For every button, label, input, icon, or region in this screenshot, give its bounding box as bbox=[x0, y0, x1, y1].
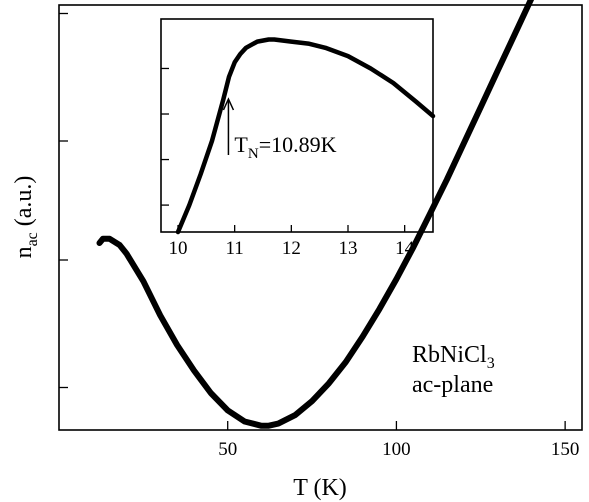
neel-temperature-prefix: T bbox=[234, 132, 248, 157]
transition-arrow-head bbox=[222, 97, 235, 111]
main-tick-labels: 50 100 150 bbox=[218, 439, 579, 460]
main-series-line bbox=[96, 0, 535, 429]
inset-background bbox=[160, 18, 434, 233]
transition-arrow bbox=[222, 97, 235, 155]
inset-x-tick-label: 11 bbox=[226, 238, 244, 259]
neel-temperature-value: =10.89K bbox=[259, 132, 337, 157]
inset-series-line bbox=[175, 37, 436, 235]
inset-axis-ticks bbox=[161, 67, 406, 232]
y-axis-label-main: n bbox=[11, 246, 37, 258]
main-x-tick-label: 50 bbox=[218, 439, 237, 460]
inset-x-tick-label: 14 bbox=[395, 238, 415, 259]
neel-temperature-sub: N bbox=[248, 146, 259, 162]
plane-label: ac-plane bbox=[412, 372, 493, 398]
x-axis-label: T (K) bbox=[293, 475, 347, 501]
main-x-tick-label: 150 bbox=[551, 439, 580, 460]
main-axis-ticks bbox=[59, 12, 566, 430]
inset-x-tick-label: 13 bbox=[339, 238, 358, 259]
material-label-main: RbNiCl bbox=[412, 342, 487, 368]
inset-x-tick-label: 12 bbox=[282, 238, 301, 259]
inset-x-tick-label: 10 bbox=[169, 238, 188, 259]
y-axis-label: nac (a.u.) bbox=[11, 176, 41, 259]
material-label-sub: 3 bbox=[487, 355, 495, 372]
inset-tick-labels: 10 11 12 13 14 bbox=[169, 238, 415, 259]
main-plot-frame bbox=[58, 4, 583, 431]
y-axis-label-sub: ac bbox=[24, 232, 41, 246]
main-x-tick-label: 100 bbox=[382, 439, 411, 460]
material-label: RbNiCl3 bbox=[412, 342, 495, 372]
y-axis-label-unit: (a.u.) bbox=[11, 176, 37, 233]
neel-temperature-label: TN=10.89K bbox=[234, 132, 336, 162]
